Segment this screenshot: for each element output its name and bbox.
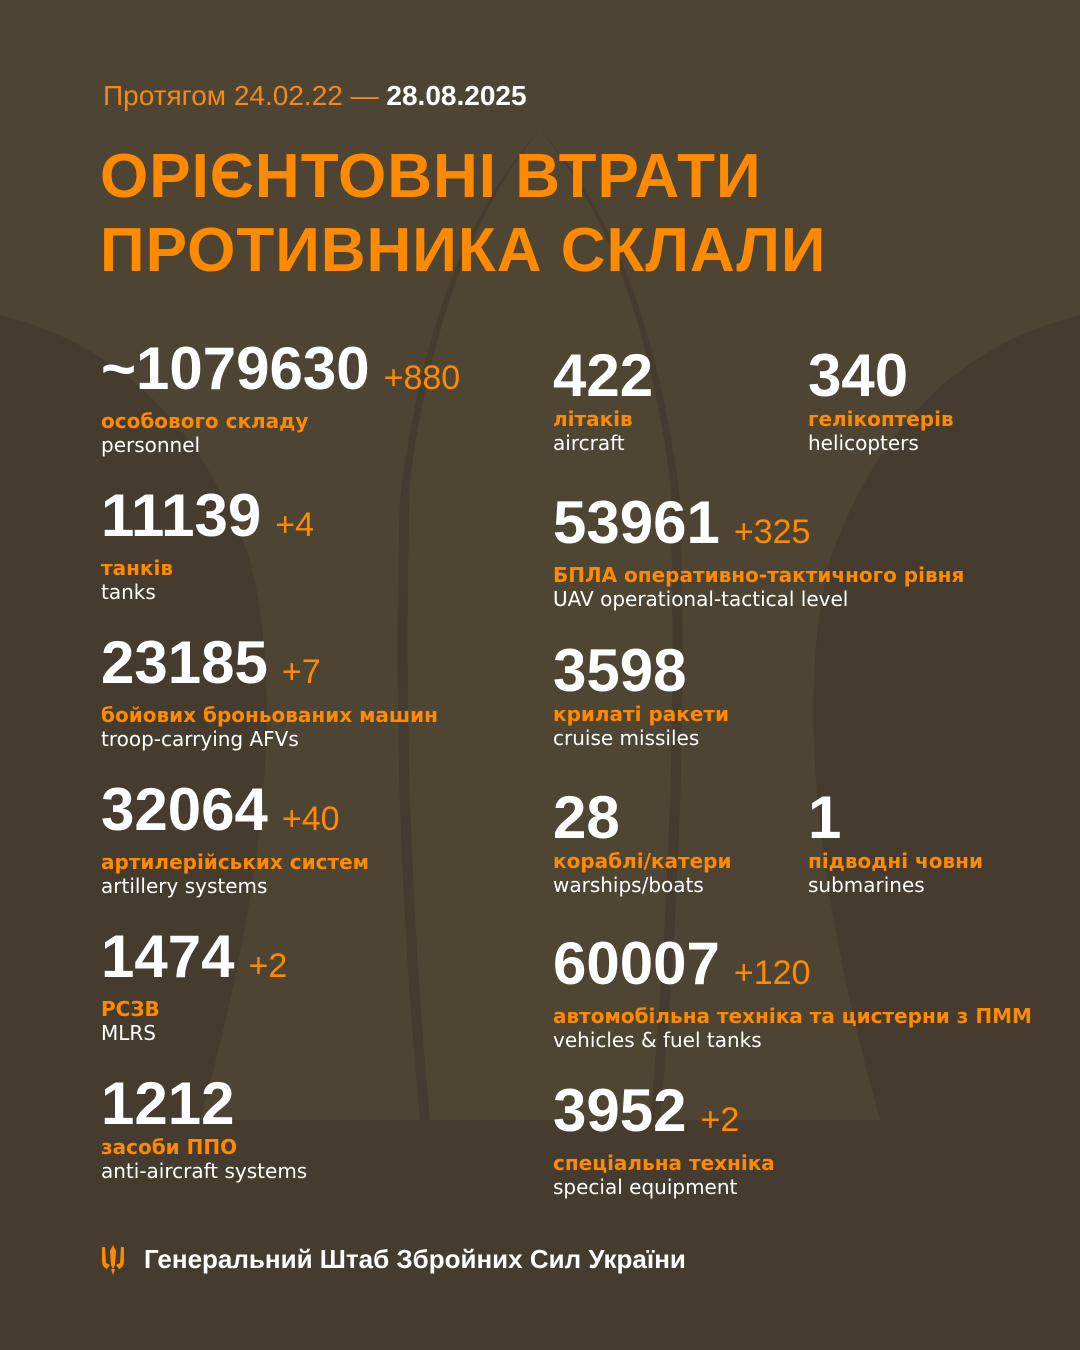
value: 11139 <box>101 482 262 549</box>
stat-vehicles-fuel-tanks: 60007 +120 автомобільна техніка та цистер… <box>553 933 1032 1053</box>
label-en: UAV operational-tactical level <box>553 587 849 611</box>
label-en: vehicles & fuel tanks <box>553 1028 762 1052</box>
stat-personnel: ~1079630 +880 особового складу personnel <box>101 338 460 458</box>
stat-special-equipment: 3952 +2 спеціальна техніка special equipm… <box>553 1080 775 1200</box>
label-uk: автомобільна техніка та цистерни з ПММ <box>553 1004 1032 1028</box>
label-uk: бойових броньованих машин <box>101 703 438 727</box>
stat-cruise-missiles: 3598 крилаті ракети cruise missiles <box>553 640 730 751</box>
period-end: 28.08.2025 <box>386 80 527 111</box>
label-uk: кораблі/катери <box>553 849 732 873</box>
stat-value: 3598 <box>553 640 729 702</box>
value: 3598 <box>553 637 687 704</box>
label-en: special equipment <box>553 1175 738 1199</box>
value: 23185 <box>101 629 268 696</box>
value: 3952 <box>553 1077 687 1144</box>
label-en: anti-aircraft systems <box>101 1159 308 1183</box>
stat-value: ~1079630 +880 <box>101 338 460 409</box>
stat-value: 340 <box>808 345 954 407</box>
label-uk: літаків <box>553 407 633 431</box>
label-uk: особового складу <box>101 409 309 433</box>
trident-icon <box>102 1244 124 1275</box>
delta: +120 <box>733 954 811 992</box>
stat-value: 32064 +40 <box>101 779 369 850</box>
stat-mlrs: 1474 +2 РСЗВ MLRS <box>101 926 287 1046</box>
stat-artillery-systems: 32064 +40 артилерійських систем artillery… <box>101 779 369 899</box>
label-uk: підводні човни <box>808 849 983 873</box>
stat-value: 53961 +325 <box>553 492 964 563</box>
page-title: ОРІЄНТОВНІ ВТРАТИ ПРОТИВНИКА СКЛАЛИ <box>100 140 826 288</box>
label-en: warships/boats <box>553 873 704 897</box>
value: 32064 <box>101 776 268 843</box>
stat-value: 1212 <box>101 1073 307 1135</box>
period: Протягом 24.02.22 — 28.08.2025 <box>103 80 527 112</box>
label-uk: артилерійських систем <box>101 850 369 874</box>
stat-value: 60007 +120 <box>553 933 1032 1004</box>
title-line-1: ОРІЄНТОВНІ ВТРАТИ <box>100 142 762 211</box>
stat-helicopters: 340 гелікоптерів helicopters <box>808 345 954 456</box>
label-uk: танків <box>101 556 173 580</box>
delta: +2 <box>248 947 288 985</box>
label-uk: гелікоптерів <box>808 407 954 431</box>
delta: +7 <box>281 653 321 691</box>
value: 28 <box>553 784 620 851</box>
stat-value: 3952 +2 <box>553 1080 775 1151</box>
stat-value: 28 <box>553 787 731 849</box>
label-en: tanks <box>101 580 156 604</box>
label-uk: РСЗВ <box>101 997 160 1021</box>
delta: +40 <box>281 800 340 838</box>
title-line-2: ПРОТИВНИКА СКЛАЛИ <box>100 216 827 285</box>
stat-troop-carrying-afvs: 23185 +7 бойових броньованих машин troop-… <box>101 632 438 752</box>
label-en: aircraft <box>553 431 625 455</box>
label-uk: засоби ППО <box>101 1135 238 1159</box>
value: 60007 <box>553 930 720 997</box>
org-name: Генеральний Штаб Збройних Сил України <box>144 1244 686 1274</box>
value: 1212 <box>101 1070 235 1137</box>
stat-value: 23185 +7 <box>101 632 438 703</box>
label-en: troop-carrying AFVs <box>101 727 299 751</box>
value: 422 <box>553 342 654 409</box>
label-en: personnel <box>101 433 201 457</box>
label-uk: крилаті ракети <box>553 702 730 726</box>
value: 1474 <box>101 923 235 990</box>
label-en: cruise missiles <box>553 726 700 750</box>
value: ~1079630 <box>101 335 370 402</box>
stat-uav-operational-tactical-level: 53961 +325 БПЛА оперативно-тактичного рів… <box>553 492 965 612</box>
value: 340 <box>808 342 909 409</box>
delta: +4 <box>275 506 314 544</box>
stat-value: 1474 +2 <box>101 926 287 997</box>
stat-value: 11139 +4 <box>101 485 314 556</box>
stat-value: 422 <box>553 345 653 407</box>
label-en: MLRS <box>101 1021 156 1045</box>
label-en: helicopters <box>808 431 919 455</box>
stat-aircraft: 422 літаків aircraft <box>553 345 653 456</box>
stat-submarines: 1 підводні човни submarines <box>808 787 983 898</box>
delta: +325 <box>733 513 811 551</box>
label-en: submarines <box>808 873 925 897</box>
delta: +2 <box>700 1101 740 1139</box>
label-en: artillery systems <box>101 874 268 898</box>
stat-value: 1 <box>808 787 983 849</box>
stat-tanks: 11139 +4 танків tanks <box>101 485 314 605</box>
value: 1 <box>808 784 842 851</box>
delta: +880 <box>383 359 461 397</box>
stat-anti-aircraft-systems: 1212 засоби ППО anti-aircraft systems <box>101 1073 308 1184</box>
label-uk: спеціальна техніка <box>553 1151 775 1175</box>
value: 53961 <box>553 489 720 556</box>
stat-warships-boats: 28 кораблі/катери warships/boats <box>553 787 732 898</box>
period-prefix: Протягом 24.02.22 — <box>103 80 379 111</box>
footer: Генеральний Штаб Збройних Сил України <box>100 1244 686 1275</box>
label-uk: БПЛА оперативно-тактичного рівня <box>553 563 965 587</box>
